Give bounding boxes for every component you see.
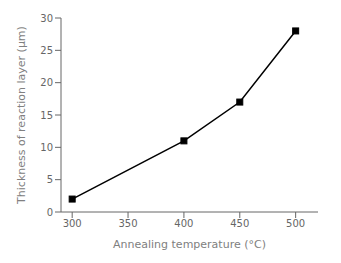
svg-text:0: 0 <box>47 207 53 218</box>
svg-text:30: 30 <box>40 13 53 24</box>
svg-text:450: 450 <box>230 218 249 229</box>
svg-text:500: 500 <box>286 218 305 229</box>
svg-text:20: 20 <box>40 77 53 88</box>
svg-text:Annealing temperature (°C): Annealing temperature (°C) <box>113 238 266 251</box>
svg-text:300: 300 <box>63 218 82 229</box>
svg-text:15: 15 <box>40 110 53 121</box>
svg-text:350: 350 <box>118 218 137 229</box>
svg-text:400: 400 <box>174 218 193 229</box>
svg-text:5: 5 <box>47 174 53 185</box>
svg-text:10: 10 <box>40 142 53 153</box>
svg-text:Thickness of reaction layer (μ: Thickness of reaction layer (μm) <box>15 26 28 205</box>
svg-text:25: 25 <box>40 45 53 56</box>
